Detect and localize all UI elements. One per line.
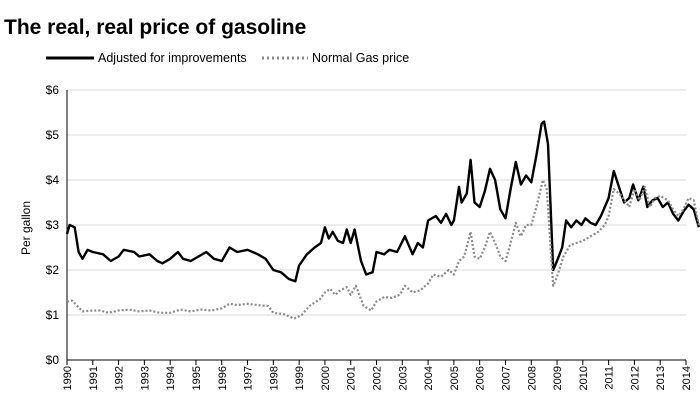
x-tick-label: 1995	[191, 366, 203, 390]
x-tick-label: 2004	[423, 366, 435, 390]
y-tick-label: $1	[46, 308, 60, 322]
x-tick-label: 1992	[114, 366, 126, 390]
x-tick-label: 2012	[629, 366, 641, 390]
x-tick-label: 2013	[655, 366, 667, 390]
gridlines	[67, 89, 686, 316]
y-axis-label: Per gallon	[19, 201, 33, 255]
x-tick-label: 1997	[243, 366, 255, 390]
series-line-normal	[66, 178, 700, 320]
y-tick-label: $5	[46, 128, 60, 142]
legend-label-adjusted: Adjusted for improvements	[98, 51, 247, 65]
x-tick-label: 2010	[578, 366, 590, 390]
y-tick-label: $4	[46, 173, 60, 187]
x-tick-label: 2002	[372, 366, 384, 390]
y-tick-label: $0	[46, 353, 60, 367]
legend: Adjusted for improvements Normal Gas pri…	[46, 51, 409, 65]
chart-title: The real, real price of gasoline	[4, 16, 306, 39]
x-tick-labels: 1990 1991 1992 1993 1994 1995 1996 1997 1998 1999…	[62, 366, 693, 390]
series-group	[65, 120, 700, 320]
x-tick-label: 2009	[552, 366, 564, 390]
y-tick-label: $3	[46, 218, 60, 232]
x-tick-label: 2011	[604, 366, 616, 390]
x-tick-label: 2001	[346, 366, 358, 390]
x-tick-label: 2000	[320, 366, 332, 390]
x-tick-label: 1998	[268, 366, 280, 390]
x-tick-label: 2007	[500, 366, 512, 390]
x-tick-label: 2014	[681, 366, 693, 390]
x-tick-label: 2006	[475, 366, 487, 390]
y-tick-label: $6	[46, 83, 60, 97]
x-tick-label: 1993	[139, 366, 151, 390]
legend-label-normal: Normal Gas price	[312, 51, 409, 65]
x-tick-label: 2005	[449, 366, 461, 390]
x-tick-label: 1990	[62, 366, 74, 390]
y-tick-label: $2	[46, 263, 60, 277]
x-tick-label: 1999	[294, 366, 306, 390]
x-tick-label: 1991	[88, 366, 100, 390]
y-tick-labels: $0 $1 $2 $3 $4 $5 $6	[46, 83, 60, 367]
x-tick-label: 2008	[526, 366, 538, 390]
series-line-adjusted	[65, 120, 700, 283]
axes	[66, 90, 687, 365]
x-tick-label: 2003	[397, 366, 409, 390]
x-tick-label: 1994	[165, 366, 177, 390]
x-tick-label: 1996	[217, 366, 229, 390]
